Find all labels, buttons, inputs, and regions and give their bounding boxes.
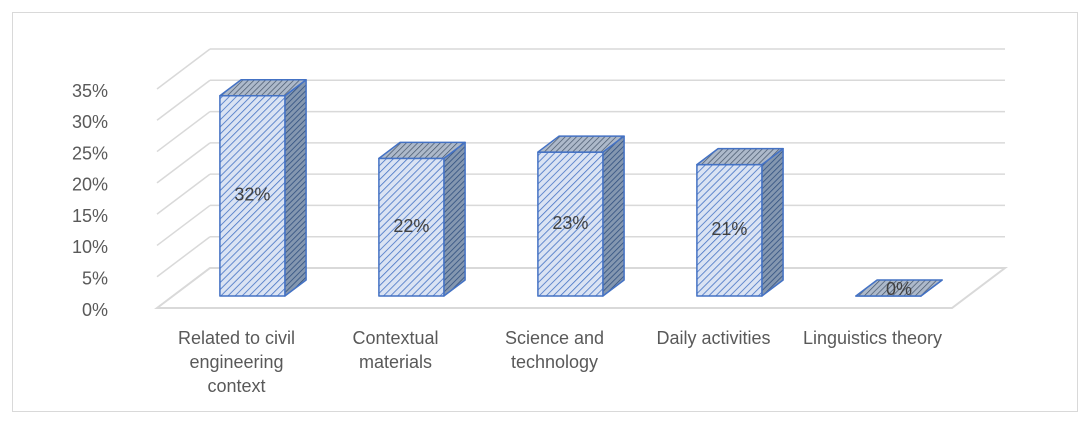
- x-tick-label: Linguistics theory: [802, 328, 943, 348]
- y-tick-label: 15%: [72, 206, 108, 226]
- y-tick-label: 25%: [72, 143, 108, 163]
- chart-frame: [12, 12, 1078, 412]
- grid-line-side: [156, 142, 211, 184]
- bar-top: [378, 141, 466, 160]
- grid-line-side: [156, 236, 211, 278]
- grid-line-side: [156, 110, 211, 153]
- data-label: 23%: [552, 213, 588, 233]
- y-tick-label: 20%: [72, 175, 108, 195]
- bar-top: [219, 79, 307, 97]
- grid-line-side: [156, 204, 211, 247]
- bar-top: [855, 279, 943, 297]
- x-tick-label: Daily activities: [656, 328, 771, 348]
- y-tick-label: 30%: [72, 112, 108, 132]
- bar-side: [761, 147, 784, 297]
- y-tick-label: 35%: [72, 81, 108, 101]
- grid-line-side: [156, 48, 211, 90]
- x-tick-label: Science and technology: [504, 328, 605, 372]
- data-label: 21%: [711, 219, 747, 239]
- y-tick-label: 10%: [72, 237, 108, 257]
- x-tick-label: Related to civil engineering context: [177, 328, 296, 396]
- bar-top: [696, 147, 784, 166]
- grid-line-side: [156, 79, 211, 121]
- y-tick-label: 0%: [82, 300, 108, 320]
- data-label: 22%: [393, 216, 429, 236]
- bar-side: [443, 141, 466, 297]
- x-tick-label: Contextual materials: [352, 328, 439, 372]
- data-label: 0%: [886, 279, 912, 299]
- grid-line-side: [156, 173, 211, 215]
- bar-side: [284, 79, 307, 297]
- grid-line-side: [156, 267, 211, 309]
- data-label: 32%: [234, 185, 270, 205]
- bar-side: [602, 135, 625, 297]
- y-tick-label: 5%: [82, 268, 108, 288]
- bar-top: [537, 135, 625, 153]
